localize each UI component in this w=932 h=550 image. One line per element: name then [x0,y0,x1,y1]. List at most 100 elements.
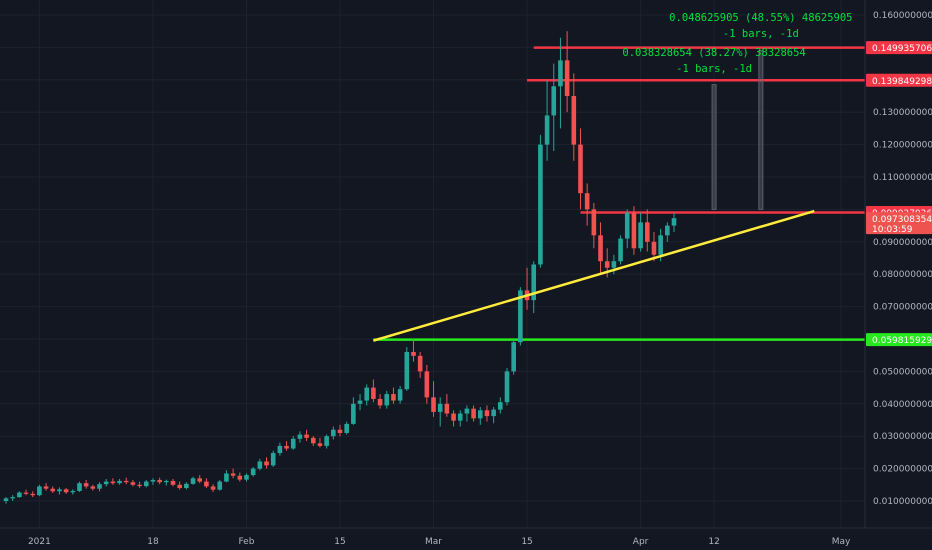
candle-body [103,481,109,485]
candle-body [170,480,176,485]
candle-body [204,481,209,487]
candle-body [544,115,550,145]
candle-body [457,413,463,421]
candle-body [578,144,583,194]
candle-body [604,261,610,268]
candle-body [538,144,543,265]
y-tick-label: 0.070000000 [873,303,932,313]
price-label-text: 0.139849298 [872,77,932,87]
price-label-text: 0.149935706 [872,44,932,54]
candle-body [37,486,42,496]
candle-body [143,481,149,487]
candle-body [391,394,396,401]
candle-body [364,387,370,401]
candle-body [624,212,630,239]
candle-body [357,400,363,404]
candle-body [217,481,223,490]
candle-body [351,403,356,424]
candle-body [50,488,56,492]
candle-body [337,429,343,433]
candle-body [371,387,376,399]
candle-body [210,486,216,490]
candle-body [558,60,563,87]
y-tick-label: 0.050000000 [873,367,932,377]
candle-body [23,492,29,494]
candle-body [571,96,577,145]
candle-body [451,413,456,421]
candle-body [397,389,403,401]
candle-body [444,403,450,414]
y-tick-label: 0.040000000 [873,400,932,410]
candle-body [584,193,590,210]
candle-body [137,484,142,487]
x-tick-label: 12 [708,537,719,547]
trend-line[interactable] [373,209,815,342]
candle-body [237,475,243,480]
candle-body [244,475,249,480]
y-tick-label: 0.120000000 [873,141,932,151]
candle-body [477,410,483,419]
candle-body [611,261,617,268]
candle-body [110,481,116,484]
candle-body [117,480,122,484]
candle-body [310,437,316,444]
y-tick-label: 0.010000000 [873,497,932,507]
measure-label: 0.048625905 (48.55%) 48625905 [669,12,852,24]
measure-tools [711,50,764,210]
candle-body [504,371,510,403]
trend-line-layer [373,209,815,342]
candle-body [377,398,383,406]
candle-body [177,484,182,489]
candle-body [230,473,236,476]
measure-bar[interactable] [711,84,717,210]
candle-body [3,498,9,501]
y-tick-label: 0.080000000 [873,270,932,280]
candle-body [164,480,169,483]
measure-sublabel: -1 bars, -1d [676,63,752,75]
x-tick-label: Mar [425,537,442,547]
candle-body [83,483,89,487]
candle-body [297,434,303,439]
candle-body [591,209,597,236]
candle-body [17,492,22,498]
measure-annotations: 0.048625905 (48.55%) 48625905 -1 bars, -1… [622,12,852,75]
candle-body [424,371,430,398]
candle-body [77,483,82,491]
candle-body [404,351,410,390]
candle-body [304,434,309,438]
candle-body [30,493,36,496]
y-tick-label: 0.090000000 [873,238,932,248]
candle-body [484,410,490,417]
time-axis[interactable]: 202118Feb15Mar15Apr12May17 [28,537,932,547]
price-label-box [866,73,932,87]
candle-body [63,489,69,493]
candle-body [277,445,283,454]
measure-bar[interactable] [758,50,764,210]
candle-body [250,468,256,476]
candle-body [658,235,663,255]
x-tick-label: Feb [239,537,255,547]
price-axis-labels: 0.1499357060.1398492980.0990279260.09730… [866,41,932,347]
candle-body [411,351,416,356]
price-label-box [866,41,932,55]
candle-body [270,453,276,466]
candle-body [464,408,470,414]
candle-body [518,290,523,343]
price-label-text: 0.097308354 [872,215,932,225]
candle-body [123,480,129,483]
y-tick-label: 0.020000000 [873,465,932,475]
candle-body [498,402,503,410]
candle-body [344,423,349,433]
candle-body [284,445,289,449]
candle-body [431,397,436,412]
candle-body [264,461,269,466]
candle-body [57,489,62,492]
candle-body [190,478,196,484]
candle-body [10,497,15,499]
price-label-box [866,212,932,235]
candle-body [551,86,557,116]
candle-body [531,264,537,301]
candle-body [97,484,102,489]
